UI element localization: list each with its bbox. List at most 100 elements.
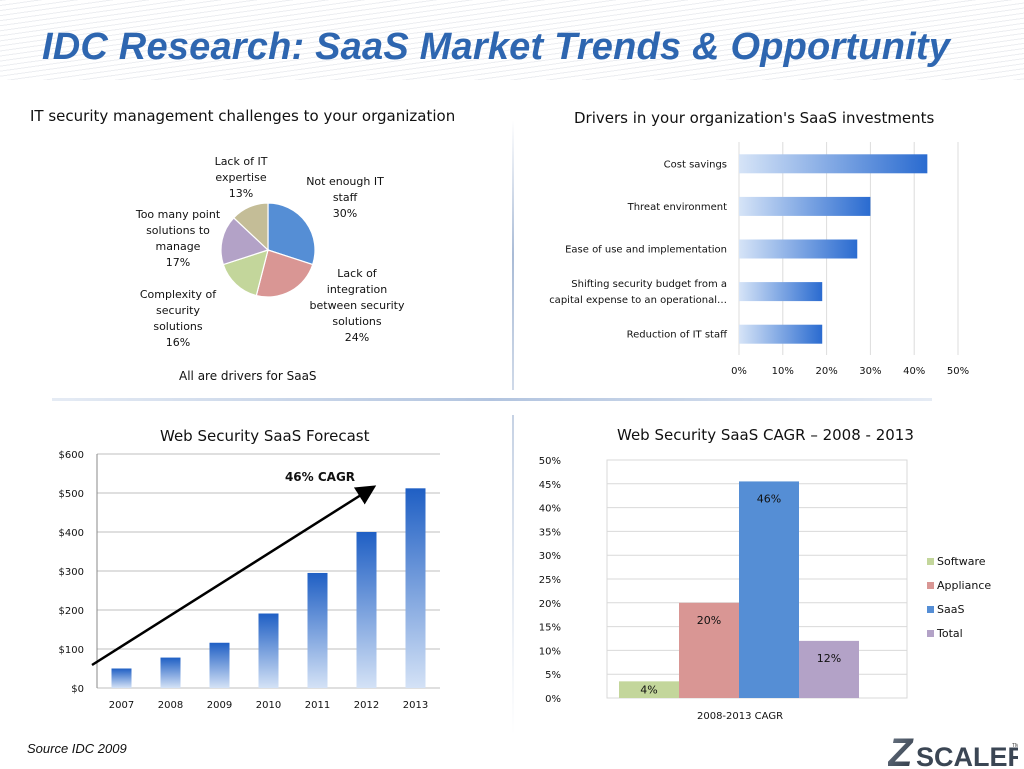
cagr-tick-label: 15% [539, 623, 561, 634]
cagr-data-label: 12% [817, 652, 841, 665]
forecast-tick-label: $600 [59, 450, 84, 461]
cagr-tick-label: 30% [539, 551, 561, 562]
hbar-tick-label: 0% [731, 366, 747, 377]
hbar-category-label: Reduction of IT staff [627, 330, 728, 341]
hbar-tick-label: 40% [903, 366, 925, 377]
pie-slice [267, 202, 316, 266]
pie-slice-label: integration [327, 283, 387, 296]
hbar-bar [739, 196, 871, 216]
hbar-bar [739, 239, 858, 259]
pie-slice-label: 16% [166, 336, 190, 349]
cagr-data-label: 20% [697, 614, 721, 627]
cagr-bar [799, 640, 859, 698]
forecast-annotation: 46% CAGR [285, 470, 355, 484]
cagr-data-label: 46% [757, 492, 781, 505]
cagr-tick-label: 5% [545, 670, 561, 681]
forecast-bar [111, 668, 132, 688]
cagr-tick-label: 25% [539, 575, 561, 586]
pie-slice [232, 202, 269, 252]
cagr-tick-label: 40% [539, 504, 561, 515]
forecast-category-label: 2013 [403, 700, 428, 711]
pie-slice [220, 216, 270, 266]
pie-slice-label: staff [333, 191, 358, 204]
svg-text:SCALER: SCALER [916, 742, 1018, 769]
hbar-category-label: Cost savings [664, 159, 727, 170]
hbar-tick-label: 20% [815, 366, 837, 377]
horizontal-divider [52, 398, 932, 401]
forecast-tick-label: $200 [59, 606, 84, 617]
pie-slice-label: Complexity of [140, 288, 217, 301]
pie-slice-label: 24% [345, 331, 369, 344]
cagr-bar [619, 681, 679, 698]
svg-text:Z: Z [888, 733, 914, 769]
pie-slice [255, 249, 314, 298]
cagr-legend-swatch [927, 630, 934, 637]
cagr-legend-label: Software [937, 555, 986, 568]
hbar-category-label: Threat environment [627, 202, 727, 213]
pie-footnote: All are drivers for SaaS [179, 369, 317, 383]
cagr-legend-swatch [927, 558, 934, 565]
hbar-tick-label: 10% [772, 366, 794, 377]
pie-slice-label: between security [310, 299, 405, 312]
vertical-divider-bottom [512, 415, 514, 735]
cagr-tick-label: 0% [545, 694, 561, 705]
forecast-tick-label: $500 [59, 489, 84, 500]
cagr-legend-swatch [927, 606, 934, 613]
hbar-bar [739, 324, 823, 344]
cagr-legend-label: Total [936, 627, 963, 640]
cagr-legend-label: SaaS [937, 603, 964, 616]
svg-text:TM: TM [1012, 743, 1018, 749]
pie-slice-label: Too many point [135, 208, 221, 221]
hbar-category-label: capital expense to an operational… [549, 295, 727, 306]
pie-slice-label: solutions [153, 320, 203, 333]
forecast-bar [307, 572, 328, 688]
drivers-bar-chart: 0% 10% 20% 30% 40% 50% Cost savings Threat envi… [549, 142, 969, 377]
forecast-category-label: 2010 [256, 700, 281, 711]
slide-title: IDC Research: SaaS Market Trends & Oppor… [42, 26, 951, 68]
pie-slice-label: solutions [332, 315, 382, 328]
header-decoration [0, 0, 1024, 80]
forecast-category-label: 2007 [109, 700, 134, 711]
pie-slice-label: Not enough IT [306, 175, 384, 188]
forecast-tick-label: $0 [71, 684, 84, 695]
cagr-bar [739, 481, 799, 698]
pie-slice-label: Lack of IT [215, 155, 268, 168]
cagr-bar [679, 602, 739, 698]
hbar-tick-label: 50% [947, 366, 969, 377]
hbar-category-label: Shifting security budget from a [571, 279, 727, 290]
pie-slice-label: manage [156, 240, 201, 253]
pie-slice-label: 17% [166, 256, 190, 269]
forecast-bar-chart: $0 $100 $200 $300 $400 $500 $600 2007 2008 2009 20… [59, 450, 440, 711]
cagr-chart-title: Web Security SaaS CAGR – 2008 - 2013 [617, 426, 914, 444]
pie-slice-label: expertise [215, 171, 266, 184]
forecast-chart-title: Web Security SaaS Forecast [160, 427, 370, 445]
forecast-category-label: 2012 [354, 700, 379, 711]
forecast-tick-label: $100 [59, 645, 84, 656]
pie-slice-label: 13% [229, 187, 253, 200]
cagr-tick-label: 10% [539, 646, 561, 657]
hbar-category-label: Ease of use and implementation [565, 245, 727, 256]
forecast-bar [258, 613, 279, 688]
forecast-category-label: 2008 [158, 700, 183, 711]
pie-chart-title: IT security management challenges to you… [30, 107, 456, 125]
cagr-data-label: 4% [640, 683, 657, 696]
pie-slice-label: security [156, 304, 200, 317]
pie-slice-label: Lack of [337, 267, 378, 280]
cagr-legend-label: Appliance [937, 579, 991, 592]
forecast-bar [209, 642, 230, 688]
hbar-bar [739, 282, 823, 302]
pie-slice-label: solutions to [146, 224, 210, 237]
forecast-tick-label: $400 [59, 528, 84, 539]
zscaler-logo: Z SCALER TM [888, 733, 1018, 769]
forecast-tick-label: $300 [59, 567, 84, 578]
source-note: Source IDC 2009 [27, 741, 127, 756]
forecast-category-label: 2011 [305, 700, 330, 711]
pie-slice-label: 30% [333, 207, 357, 220]
pie-chart: Not enough IT staff 30% Lack of integration b… [135, 155, 405, 349]
vertical-divider-top [512, 120, 514, 390]
forecast-bar [160, 657, 181, 688]
forecast-bar [405, 488, 426, 688]
cagr-tick-label: 50% [539, 456, 561, 467]
drivers-chart-title: Drivers in your organization's SaaS inve… [574, 109, 935, 127]
forecast-bar [356, 532, 377, 688]
